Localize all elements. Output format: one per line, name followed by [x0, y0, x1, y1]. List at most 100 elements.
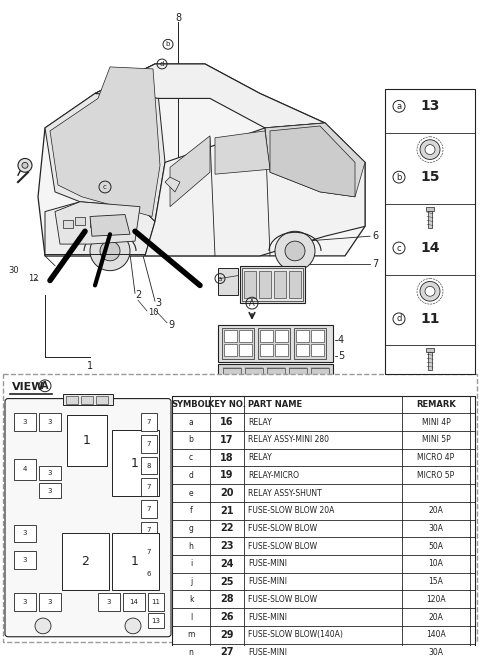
Bar: [260, 344, 273, 356]
Text: FUSE-MINI: FUSE-MINI: [248, 577, 287, 586]
Polygon shape: [265, 123, 365, 197]
Text: FUSE-SLOW BLOW(140A): FUSE-SLOW BLOW(140A): [248, 630, 343, 640]
Bar: [242, 268, 303, 301]
Text: FUSE-MINI: FUSE-MINI: [248, 648, 287, 656]
Text: FUSE-SLOW BLOW: FUSE-SLOW BLOW: [248, 542, 317, 550]
Text: 3: 3: [48, 470, 52, 476]
Bar: [222, 328, 254, 359]
Text: 12: 12: [22, 483, 28, 488]
Bar: [259, 271, 271, 298]
Bar: [148, 594, 164, 611]
Text: 17: 17: [220, 435, 234, 445]
FancyBboxPatch shape: [112, 430, 159, 496]
Text: VIEW: VIEW: [12, 382, 45, 392]
Text: 6: 6: [372, 231, 378, 241]
Bar: [39, 594, 61, 611]
Text: 30: 30: [8, 266, 19, 275]
Text: d: d: [189, 471, 193, 480]
Text: RELAY: RELAY: [248, 418, 272, 426]
Circle shape: [18, 159, 32, 173]
Text: 10: 10: [47, 441, 53, 446]
Bar: [239, 344, 252, 356]
Polygon shape: [45, 64, 165, 222]
Text: (9): (9): [21, 441, 29, 446]
Text: 3: 3: [48, 419, 52, 425]
Bar: [14, 594, 36, 611]
Text: 1: 1: [131, 457, 139, 470]
Text: (9): (9): [21, 490, 29, 495]
Text: 1: 1: [131, 556, 139, 569]
FancyBboxPatch shape: [112, 533, 159, 590]
Text: 7: 7: [147, 441, 151, 447]
Text: 11: 11: [152, 600, 160, 605]
Text: FUSE-SLOW BLOW 20A: FUSE-SLOW BLOW 20A: [248, 506, 335, 515]
Text: 28: 28: [220, 594, 234, 604]
Text: 1: 1: [83, 434, 91, 447]
FancyBboxPatch shape: [5, 399, 171, 637]
Bar: [14, 459, 36, 480]
Text: 29: 29: [220, 630, 234, 640]
Text: 21: 21: [220, 506, 234, 516]
Bar: [426, 348, 434, 352]
Text: 3: 3: [107, 600, 111, 605]
Bar: [14, 525, 36, 543]
FancyBboxPatch shape: [67, 415, 107, 466]
Text: c: c: [189, 453, 193, 462]
Text: (9): (9): [46, 613, 54, 618]
Circle shape: [22, 163, 28, 169]
Circle shape: [90, 232, 130, 271]
Text: 9: 9: [120, 426, 123, 431]
Text: (9): (9): [46, 434, 54, 439]
Bar: [141, 457, 157, 474]
Circle shape: [100, 241, 120, 261]
Polygon shape: [215, 131, 270, 174]
Text: 6: 6: [147, 571, 151, 577]
Bar: [311, 344, 324, 356]
FancyBboxPatch shape: [63, 394, 113, 405]
Text: 10A: 10A: [429, 560, 444, 569]
Text: b: b: [166, 41, 170, 47]
Text: (9): (9): [46, 483, 54, 488]
Text: 1: 1: [87, 361, 93, 371]
Text: MICRO 5P: MICRO 5P: [418, 471, 455, 480]
FancyBboxPatch shape: [3, 374, 477, 642]
Bar: [274, 271, 286, 298]
Text: b: b: [396, 173, 402, 182]
Text: 10: 10: [148, 308, 158, 318]
Text: 120A: 120A: [426, 595, 446, 604]
Bar: [294, 328, 326, 359]
Text: b: b: [189, 436, 193, 444]
Bar: [14, 413, 36, 431]
Text: 3: 3: [155, 298, 161, 308]
Bar: [296, 330, 309, 342]
Text: 4: 4: [338, 335, 344, 344]
Bar: [141, 543, 157, 561]
Text: KEY NO.: KEY NO.: [208, 400, 246, 409]
Bar: [245, 368, 263, 390]
Bar: [240, 266, 305, 303]
Polygon shape: [95, 64, 325, 128]
Polygon shape: [90, 215, 130, 236]
Bar: [311, 368, 329, 390]
Text: RELAY ASSY-MINI 280: RELAY ASSY-MINI 280: [248, 436, 329, 444]
Text: 140A: 140A: [426, 630, 446, 640]
Text: 15A: 15A: [429, 577, 444, 586]
Text: 12: 12: [98, 586, 105, 590]
Bar: [63, 220, 73, 228]
Text: 7: 7: [147, 549, 151, 555]
Text: 14: 14: [130, 600, 138, 605]
Bar: [141, 565, 157, 583]
Bar: [218, 364, 333, 394]
Bar: [428, 211, 432, 228]
Bar: [39, 466, 61, 480]
Bar: [224, 330, 237, 342]
Text: c: c: [103, 184, 107, 190]
Polygon shape: [165, 177, 180, 192]
Text: MICRO 4P: MICRO 4P: [418, 453, 455, 462]
Circle shape: [425, 145, 435, 155]
Text: c: c: [396, 243, 401, 253]
Text: 8: 8: [175, 12, 181, 23]
Polygon shape: [45, 202, 155, 256]
Text: i: i: [190, 560, 192, 569]
Polygon shape: [145, 123, 365, 256]
